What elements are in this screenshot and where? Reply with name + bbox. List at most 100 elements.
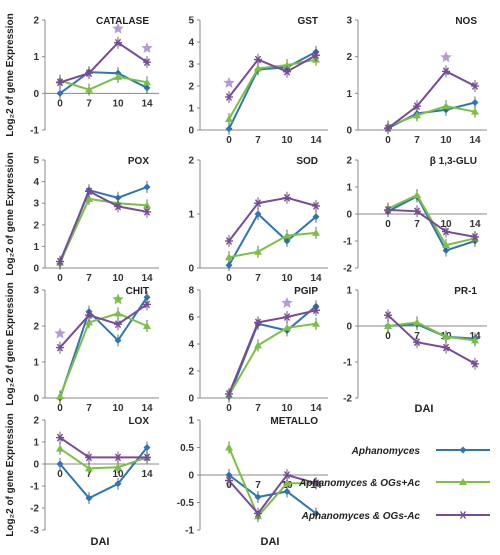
- y-axis-label: Log₂2 of gene Expression: [5, 413, 16, 536]
- data-point: [283, 313, 291, 321]
- panel-title: PR-1: [454, 286, 477, 297]
- y-axis-label: Log₂2 of gene Expression: [5, 13, 16, 136]
- series-line: [59, 303, 148, 349]
- data-point: [283, 323, 291, 331]
- data-point: [56, 78, 64, 87]
- data-point: [384, 206, 392, 214]
- data-point: [312, 479, 320, 488]
- series-2: [225, 53, 320, 125]
- y-tick-label: 2: [346, 156, 352, 167]
- y-tick-label: -1: [30, 126, 39, 137]
- data-point: [85, 464, 93, 472]
- series-1: [56, 441, 151, 505]
- x-tick-label: 0: [385, 331, 391, 342]
- data-point: [225, 125, 233, 133]
- data-point: [143, 78, 151, 86]
- series-1: [225, 300, 320, 403]
- y-tick-label: 1: [33, 438, 39, 449]
- x-tick-label: 14: [469, 135, 481, 146]
- y-tick-label: 0: [346, 126, 352, 137]
- series-line: [59, 436, 147, 459]
- data-point: [413, 191, 421, 199]
- data-point: [413, 338, 421, 347]
- series-2: [225, 317, 320, 402]
- data-point: [143, 201, 151, 209]
- y-tick-label: 5: [33, 156, 39, 167]
- data-point: [442, 241, 450, 249]
- series-2: [56, 192, 151, 269]
- x-tick-label: 7: [255, 480, 261, 491]
- x-tick-label: 7: [255, 403, 261, 414]
- data-point: [85, 194, 93, 202]
- y-tick-label: 1: [188, 210, 194, 221]
- series-line: [387, 105, 476, 128]
- y-tick-label: 6: [188, 313, 194, 324]
- data-point: [114, 309, 122, 317]
- y-tick-label: 0: [188, 126, 194, 137]
- series-3: [384, 309, 479, 370]
- data-point: [312, 306, 320, 315]
- y-tick-label: 1: [33, 242, 39, 253]
- data-point: [312, 213, 320, 221]
- data-point: [114, 320, 122, 329]
- y-tick-label: 5: [188, 16, 194, 27]
- series-line: [387, 70, 476, 129]
- series-2: [384, 316, 479, 347]
- legend-marker: [459, 511, 467, 519]
- panel-title: NOS: [455, 16, 477, 27]
- data-point: [312, 201, 320, 210]
- x-tick-label: 10: [112, 403, 124, 414]
- panel-title: β 1,3-GLU: [430, 156, 477, 167]
- x-tick-label: 0: [226, 273, 232, 284]
- data-point: [471, 99, 479, 106]
- data-point: [312, 510, 320, 517]
- y-tick-label: 2: [188, 82, 194, 93]
- data-point: [225, 253, 233, 261]
- y-tick-label: 1: [346, 183, 352, 194]
- x-tick-label: 7: [255, 273, 261, 284]
- data-point: [254, 341, 262, 349]
- x-tick-label: 0: [385, 135, 391, 146]
- series-2: [56, 442, 151, 475]
- y-tick-label: 0: [33, 460, 39, 471]
- data-point: [225, 115, 233, 122]
- series-3: [225, 49, 320, 103]
- y-tick-label: 2: [188, 156, 194, 167]
- y-tick-label: 0: [33, 89, 39, 100]
- data-point: [413, 111, 421, 119]
- y-tick-label: -1: [30, 482, 39, 493]
- data-point: [114, 453, 122, 462]
- series-line: [228, 322, 317, 396]
- series-line: [228, 54, 317, 98]
- y-tick-label: 0: [33, 264, 39, 275]
- y-tick-label: 1: [188, 416, 194, 427]
- data-point: [254, 55, 262, 64]
- data-point: [283, 471, 291, 479]
- data-point: [85, 85, 93, 93]
- series-1: [384, 318, 479, 345]
- series-3: [56, 298, 151, 354]
- legend-label: Aphanomyces & OGs-Ac: [301, 511, 421, 522]
- x-axis-label: DAI: [415, 403, 434, 415]
- data-point: [442, 332, 450, 340]
- series-line: [59, 41, 148, 84]
- series-2: [56, 307, 151, 403]
- data-point: [114, 480, 122, 488]
- x-axis-label: DAI: [91, 536, 110, 548]
- y-tick-label: -2: [343, 264, 352, 275]
- y-tick-label: 4: [188, 38, 194, 49]
- series-line: [59, 75, 148, 91]
- data-point: [254, 247, 262, 255]
- y-tick-label: 1: [346, 89, 352, 100]
- data-point: [85, 453, 93, 462]
- panel-nos: 0 1 2 3 0 7 10 14 NOS: [346, 16, 487, 146]
- series-3: [225, 191, 320, 247]
- data-point: [143, 183, 151, 191]
- data-point: [442, 102, 450, 110]
- y-tick-label: 3: [33, 199, 39, 210]
- data-point: [143, 453, 151, 462]
- series-line: [228, 447, 316, 519]
- series-3: [225, 304, 320, 400]
